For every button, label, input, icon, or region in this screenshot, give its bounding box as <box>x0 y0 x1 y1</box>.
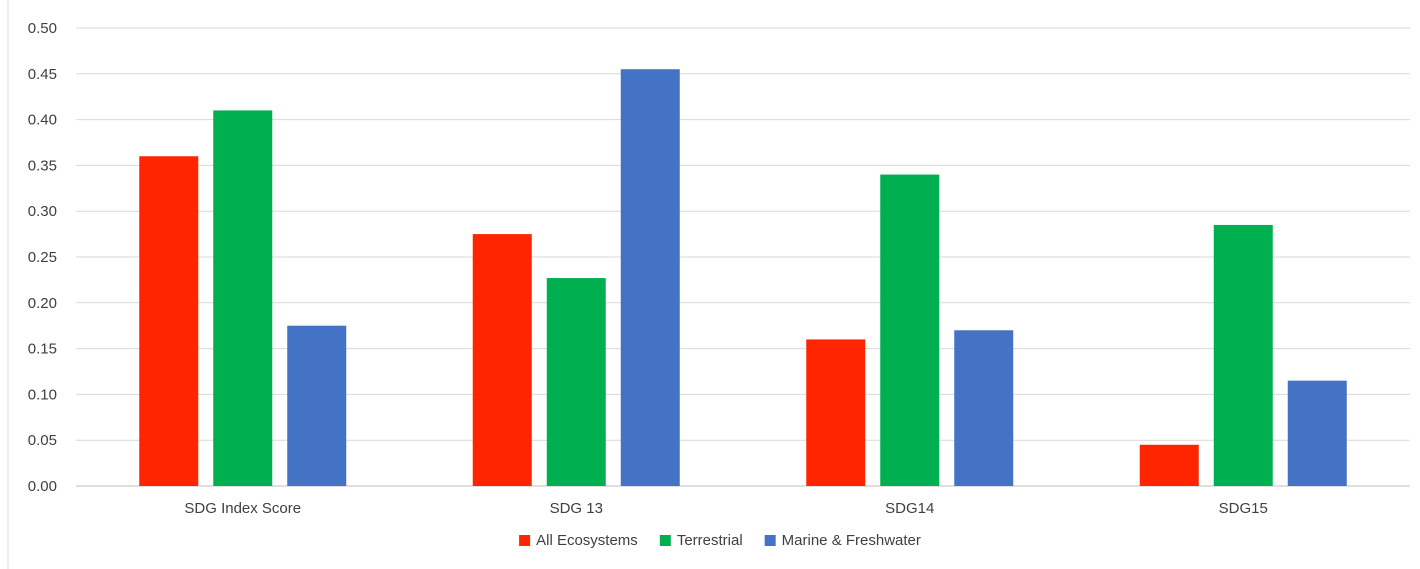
x-axis-category-labels: SDG Index Score SDG 13 SDG14 SDG15 <box>184 500 1267 517</box>
bar-all-ecosystems-3 <box>806 339 866 486</box>
legend-item-marine-freshwater: Marine & Freshwater <box>764 532 921 549</box>
bar-all-ecosystems-4 <box>1139 444 1199 486</box>
y-tick-label: 0.30 <box>28 203 57 220</box>
legend-label: Terrestrial <box>677 532 743 549</box>
bar-marine-freshwater-4 <box>1287 380 1347 486</box>
y-tick-label: 0.15 <box>28 341 57 358</box>
y-tick-label: 0.25 <box>28 249 57 266</box>
bar-marine-freshwater-1 <box>287 325 347 486</box>
bar-terrestrial-2 <box>546 278 606 486</box>
x-category-label: SDG 13 <box>550 500 603 517</box>
legend-swatch <box>659 535 671 546</box>
legend-item-terrestrial: Terrestrial <box>659 532 743 549</box>
legend: All Ecosystems Terrestrial Marine & Freshw… <box>519 532 921 549</box>
bar-terrestrial-1 <box>213 110 273 486</box>
bar-all-ecosystems-1 <box>139 156 199 487</box>
bar-marine-freshwater-2 <box>620 69 680 486</box>
x-category-label: SDG15 <box>1219 500 1268 517</box>
y-tick-label: 0.40 <box>28 112 57 129</box>
bars <box>139 69 1347 487</box>
legend-swatch <box>764 535 776 546</box>
bar-terrestrial-4 <box>1213 224 1273 486</box>
bar-terrestrial-3 <box>880 174 940 486</box>
x-category-label: SDG14 <box>885 500 934 517</box>
y-axis-tick-labels: 0.00 0.05 0.10 0.15 0.20 0.25 0.30 0.35 0.40 0.45… <box>28 20 57 495</box>
legend-label: Marine & Freshwater <box>782 532 921 549</box>
y-tick-label: 0.45 <box>28 66 57 83</box>
legend-swatch <box>519 535 531 546</box>
x-category-label: SDG Index Score <box>184 500 301 517</box>
y-tick-label: 0.10 <box>28 386 57 403</box>
legend-label: All Ecosystems <box>536 532 638 549</box>
y-tick-label: 0.20 <box>28 295 57 312</box>
y-tick-label: 0.05 <box>28 432 57 449</box>
legend-item-all-ecosystems: All Ecosystems <box>519 532 638 549</box>
bar-all-ecosystems-2 <box>472 234 532 486</box>
y-tick-label: 0.50 <box>28 20 57 37</box>
y-tick-label: 0.35 <box>28 157 57 174</box>
bar-marine-freshwater-3 <box>954 330 1014 486</box>
y-tick-label: 0.00 <box>28 478 57 495</box>
